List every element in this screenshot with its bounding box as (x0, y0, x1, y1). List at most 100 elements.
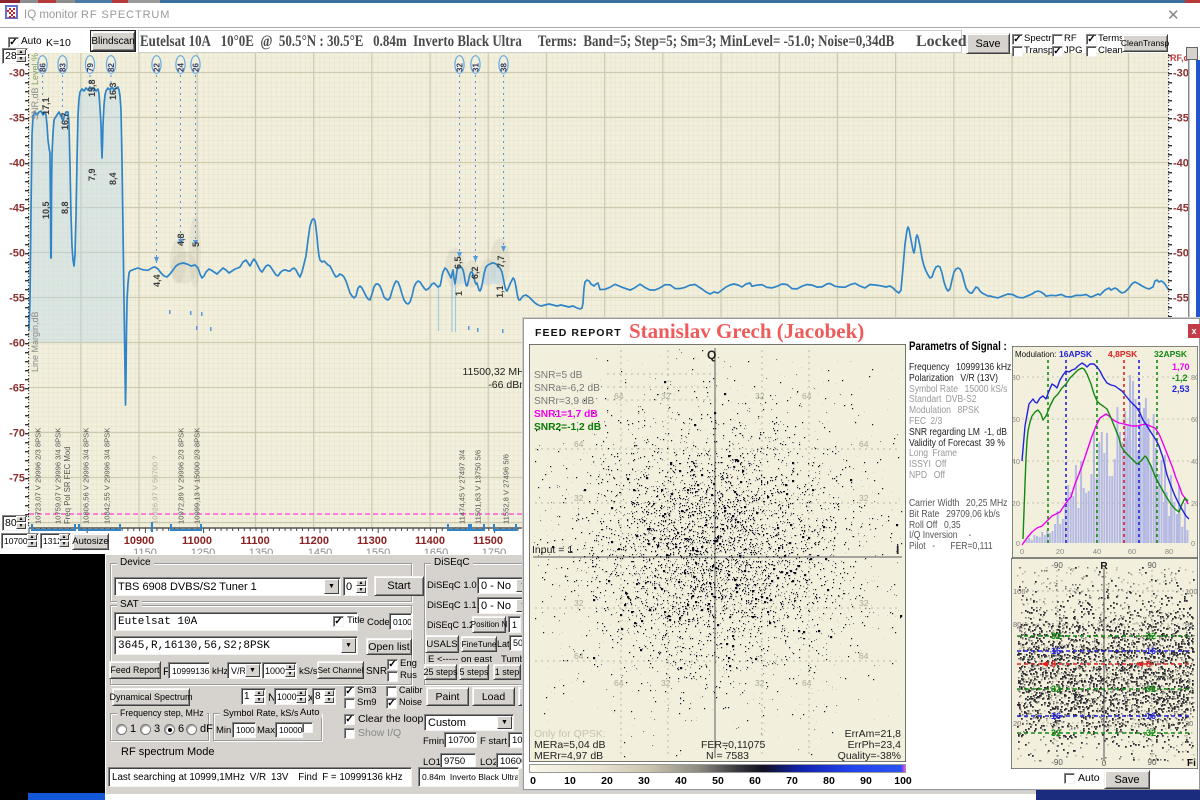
svg-text:79: 79 (86, 63, 95, 72)
svg-text:0: 0 (1102, 759, 1107, 768)
svg-text:32: 32 (456, 63, 465, 72)
svg-text:40: 40 (1093, 547, 1101, 556)
svg-text:80: 80 (1012, 373, 1020, 382)
svg-text:10972,89 V 29996 2/3 8PSK: 10972,89 V 29996 2/3 8PSK (177, 428, 186, 524)
svg-text:86: 86 (39, 63, 48, 72)
svg-text:-30: -30 (1173, 68, 1189, 80)
svg-text:100: 100 (1013, 587, 1026, 596)
svg-text:80: 80 (1165, 547, 1173, 556)
svg-text:11500,32 MHz: 11500,32 MHz (462, 366, 530, 378)
svg-text:40: 40 (1191, 457, 1198, 466)
svg-text:16,7: 16,7 (60, 112, 70, 130)
svg-text:-50: -50 (9, 248, 25, 260)
svg-text:-60: -60 (9, 338, 25, 350)
svg-text:11552,8 V 27496 5/6: 11552,8 V 27496 5/6 (502, 454, 511, 524)
svg-text:32: 32 (1051, 684, 1061, 694)
svg-text:-55: -55 (1173, 293, 1189, 305)
svg-text:I: I (896, 543, 899, 557)
svg-text:Freq Pol SR FEC Mod: Freq Pol SR FEC Mod (63, 446, 72, 524)
svg-text:4,4: 4,4 (152, 274, 162, 287)
svg-text:80: 80 (1185, 620, 1193, 629)
svg-text:Line Margin,dB: Line Margin,dB (30, 311, 40, 372)
svg-text:100: 100 (1185, 587, 1198, 596)
svg-text:32: 32 (574, 493, 584, 503)
svg-text:6,5: 6,5 (453, 256, 463, 269)
svg-text:20: 20 (1056, 547, 1064, 556)
svg-text:16: 16 (1146, 711, 1156, 721)
svg-text:64: 64 (859, 651, 869, 661)
svg-text:40: 40 (1012, 457, 1020, 466)
svg-text:Fi: Fi (1187, 758, 1196, 769)
svg-text:Level,%: Level,% (30, 53, 40, 85)
svg-text:8: 8 (1146, 659, 1151, 669)
svg-text:0: 0 (1191, 539, 1195, 548)
svg-text:60: 60 (1128, 547, 1136, 556)
svg-text:-45: -45 (9, 203, 25, 215)
svg-text:16: 16 (1051, 646, 1061, 656)
svg-text:32: 32 (1051, 631, 1061, 641)
svg-text:10806,56 V 29996 3/4 8PSK: 10806,56 V 29996 3/4 8PSK (82, 428, 91, 524)
svg-text:32: 32 (574, 598, 584, 608)
svg-text:Quality=-38%: Quality=-38% (838, 750, 901, 762)
svg-text:-35: -35 (1173, 113, 1189, 125)
svg-text:64: 64 (859, 439, 869, 449)
svg-text:20: 20 (1013, 719, 1021, 728)
svg-text:80: 80 (1013, 620, 1021, 629)
svg-text:-90: -90 (1051, 758, 1063, 767)
svg-text:11000: 11000 (182, 535, 212, 547)
svg-text:82: 82 (107, 63, 116, 72)
svg-text:MERr=4,97 dB: MERr=4,97 dB (534, 750, 603, 762)
svg-text:32: 32 (661, 391, 671, 401)
svg-text:16: 16 (1146, 646, 1156, 656)
svg-text:16APSK: 16APSK (1059, 349, 1093, 359)
svg-text:1,70: 1,70 (1172, 362, 1190, 372)
svg-text:20: 20 (1191, 499, 1198, 508)
svg-text:-30: -30 (9, 68, 25, 80)
svg-text:31: 31 (472, 63, 481, 72)
svg-text:11500: 11500 (473, 535, 503, 547)
svg-text:SNR1=1,7 dB: SNR1=1,7 dB (534, 409, 598, 420)
svg-text:60: 60 (1012, 415, 1020, 424)
svg-text:7,7: 7,7 (496, 255, 506, 268)
svg-text:SNRa=-6,2 dB: SNRa=-6,2 dB (534, 383, 600, 394)
svg-text:32: 32 (1051, 728, 1061, 738)
svg-text:90: 90 (1148, 561, 1157, 570)
svg-text:64: 64 (574, 651, 584, 661)
svg-text:10999,13 V 15000 2/3 8PSK: 10999,13 V 15000 2/3 8PSK (193, 428, 202, 524)
svg-text:Modulation:: Modulation: (1015, 350, 1056, 359)
svg-text:20: 20 (1185, 719, 1193, 728)
svg-text:1: 1 (454, 291, 464, 296)
svg-text:10723,07 V 29996 2/3 8PSK: 10723,07 V 29996 2/3 8PSK (34, 428, 43, 524)
svg-text:10842,55 V 29996 3/4 8PSK: 10842,55 V 29996 3/4 8PSK (103, 428, 112, 524)
svg-text:32: 32 (859, 493, 869, 503)
svg-text:-1,2: -1,2 (1172, 373, 1188, 383)
svg-text:4,8: 4,8 (176, 233, 186, 246)
svg-text:-45: -45 (1173, 203, 1189, 215)
svg-text:Input = 1: Input = 1 (532, 544, 573, 556)
svg-text:-50: -50 (1173, 248, 1189, 260)
svg-text:64: 64 (802, 678, 812, 688)
svg-text:6,2: 6,2 (470, 266, 480, 279)
svg-text:60: 60 (1191, 415, 1198, 424)
svg-text:11200: 11200 (299, 535, 329, 547)
svg-text:FER=0,11075: FER=0,11075 (701, 739, 765, 751)
svg-text:11300: 11300 (357, 535, 387, 547)
svg-text:0: 0 (1020, 547, 1024, 556)
svg-text:17,1: 17,1 (41, 97, 51, 115)
svg-text:26: 26 (192, 63, 201, 72)
svg-text:4,8PSK: 4,8PSK (1108, 349, 1138, 359)
svg-text:32: 32 (755, 391, 765, 401)
svg-text:7,9: 7,9 (87, 168, 97, 181)
svg-text:8,4: 8,4 (108, 172, 118, 185)
svg-text:10926,97 V 56700 ?: 10926,97 V 56700 ? (151, 456, 160, 524)
svg-text:11400: 11400 (415, 535, 445, 547)
svg-text:ErrPh=23,4: ErrPh=23,4 (848, 739, 902, 751)
svg-text:SNR2=-1,2 dB: SNR2=-1,2 dB (534, 422, 601, 433)
svg-text:32: 32 (859, 598, 869, 608)
svg-text:64: 64 (614, 391, 624, 401)
svg-text:-65: -65 (9, 383, 25, 395)
svg-text:90: 90 (1148, 758, 1157, 767)
svg-text:-75: -75 (9, 473, 25, 485)
svg-text:16: 16 (1051, 711, 1061, 721)
svg-text:R: R (1100, 561, 1108, 572)
